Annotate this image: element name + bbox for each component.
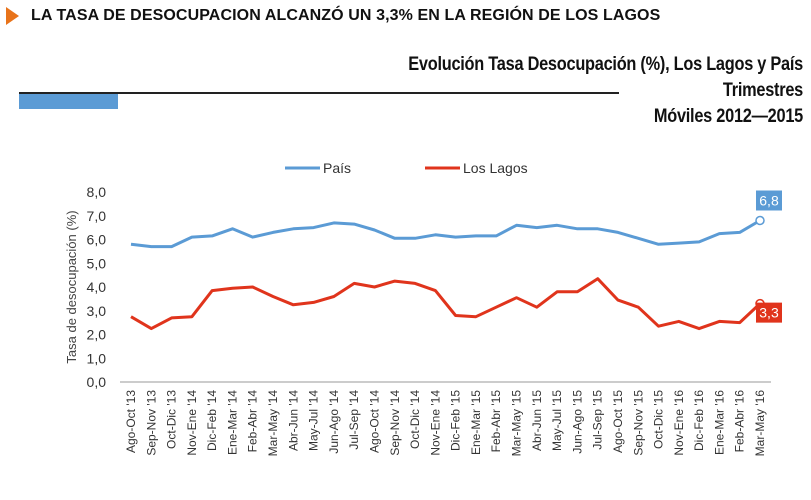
accent-bar xyxy=(19,94,118,109)
y-tick-label: 8,0 xyxy=(87,184,107,200)
x-tick-label: Ago-Oct '14 xyxy=(367,390,381,453)
y-tick-label: 0,0 xyxy=(87,374,107,390)
x-tick-label: Sep-Nov '14 xyxy=(388,390,402,456)
y-tick-label: 4,0 xyxy=(87,279,107,295)
x-tick-label: Oct-Dic '15 xyxy=(652,390,666,449)
title-rule xyxy=(19,92,619,94)
y-axis-label: Tasa de desocupación (%) xyxy=(64,210,79,363)
end-label: 6,8 xyxy=(759,193,779,209)
x-tick-label: Ene-Mar '16 xyxy=(712,390,726,455)
y-tick-label: 6,0 xyxy=(87,232,107,248)
x-tick-label: Oct-Dic '14 xyxy=(408,390,422,449)
x-tick-label: Oct-Dic '13 xyxy=(165,390,179,449)
x-tick-label: Nov-Ene '14 xyxy=(428,390,442,456)
x-tick-label: Feb-Abr '14 xyxy=(246,390,260,453)
x-tick-label: Mar-May '14 xyxy=(266,390,280,457)
x-tick-label: Ago-Oct '13 xyxy=(124,390,138,453)
y-tick-label: 7,0 xyxy=(87,208,107,224)
x-tick-label: Ago-Oct '15 xyxy=(611,390,625,453)
end-label-box xyxy=(756,190,782,211)
x-tick-label: Ene-Mar '15 xyxy=(469,390,483,455)
x-tick-label: Feb-Abr '15 xyxy=(489,390,503,453)
x-tick-label: Ene-Mar '14 xyxy=(225,390,239,455)
x-tick-label: Mar-May '15 xyxy=(510,390,524,457)
chart-subtitle-line1: Evolución Tasa Desocupación (%), Los Lag… xyxy=(408,54,803,101)
x-tick-label: Sep-Nov '15 xyxy=(631,390,645,456)
series-line-los-lagos xyxy=(130,277,762,331)
x-tick-label: Nov-Ene '14 xyxy=(185,390,199,456)
end-label: 3,3 xyxy=(759,305,779,321)
x-tick-label: Abr-Jun '14 xyxy=(286,390,300,451)
x-tick-label: Feb-Abr '16 xyxy=(733,390,747,453)
headline-text: LA TASA DE DESOCUPACION ALCANZÓ UN 3,3% … xyxy=(31,7,661,24)
x-tick-label: May-Jul '14 xyxy=(307,390,321,451)
x-tick-label: Jun-Ago '15 xyxy=(570,390,584,454)
y-tick-label: 2,0 xyxy=(87,327,107,343)
legend-label-0: País xyxy=(323,160,351,176)
y-tick-label: 3,0 xyxy=(87,303,107,319)
y-tick-label: 1,0 xyxy=(87,350,107,366)
x-tick-label: Dic-Feb '14 xyxy=(205,390,219,451)
x-tick-label: Sep-Nov '13 xyxy=(144,390,158,456)
x-tick-label: Jun-Ago '14 xyxy=(327,390,341,454)
headline: LA TASA DE DESOCUPACION ALCANZÓ UN 3,3% … xyxy=(6,7,660,25)
chart-subtitle: Evolución Tasa Desocupación (%), Los Lag… xyxy=(390,52,803,130)
y-tick-label: 5,0 xyxy=(87,255,107,271)
x-tick-label: Jul-Sep '14 xyxy=(347,390,361,450)
line-chart: Tasa de desocupación (%) 0,0 1,0 2,0 3,0 4,0 5… xyxy=(64,160,782,457)
end-point-marker xyxy=(755,215,765,226)
end-label-box xyxy=(756,302,782,323)
legend-label-1: Los Lagos xyxy=(463,160,528,176)
chart-subtitle-line2: Móviles 2012—2015 xyxy=(653,106,803,127)
series-line-pais xyxy=(130,219,761,249)
x-tick-label: May-Jul '15 xyxy=(550,390,564,451)
arrow-icon xyxy=(6,7,19,25)
x-tick-label: Abr-Jun '15 xyxy=(530,390,544,451)
x-tick-label: Jul-Sep '15 xyxy=(591,390,605,450)
x-tick-label: Dic-Feb '15 xyxy=(449,390,463,451)
x-tick-label: Nov-Ene '16 xyxy=(672,390,686,456)
x-tick-label: Mar-May '16 xyxy=(753,390,767,457)
x-tick-label: Dic-Feb '16 xyxy=(692,390,706,451)
